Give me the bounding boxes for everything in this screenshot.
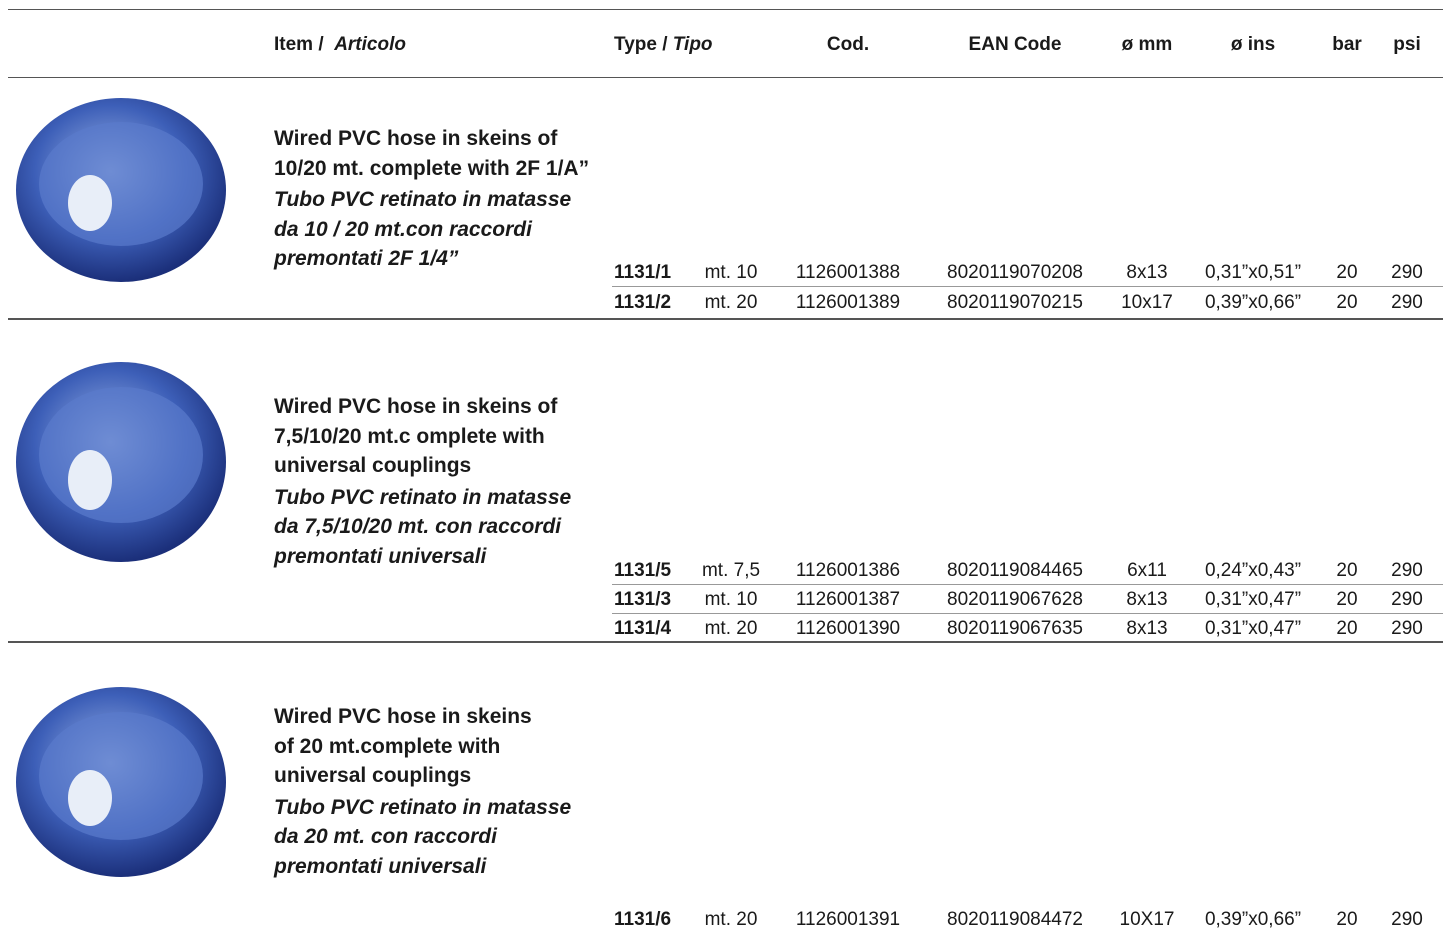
text: Type / — [614, 34, 668, 55]
table-cell: 20 — [1336, 262, 1358, 283]
description-en: of 20 mt.complete with — [274, 734, 501, 758]
table-cell: 290 — [1391, 262, 1423, 283]
description-it: da 20 mt. con raccordi — [274, 825, 497, 848]
description-it: premontati universali — [274, 854, 487, 878]
table-cell: 1126001386 — [795, 560, 901, 581]
table-cell: 1131/4 — [614, 618, 672, 639]
table-cell: mt. 20 — [704, 909, 758, 930]
table-cell: 20 — [1336, 292, 1358, 313]
description-en: 7,5/10/20 mt.c omplete with — [274, 424, 545, 448]
table-cell: 10X17 — [1119, 909, 1175, 930]
description-it: premontati 2F 1/4” — [274, 247, 459, 270]
description-en: universal couplings — [274, 764, 472, 787]
table-cell: mt. 10 — [704, 262, 758, 283]
header-bar: bar — [1332, 34, 1362, 55]
table-cell: 8020119084465 — [947, 560, 1083, 581]
rule — [612, 613, 1443, 614]
text: Item / — [274, 34, 324, 55]
table-cell: 0,31”x0,47” — [1204, 618, 1302, 639]
product-image — [16, 98, 226, 282]
description-en: 10/20 mt. complete with 2F 1/A” — [274, 156, 590, 180]
table-cell: 0,31”x0,51” — [1204, 262, 1302, 283]
rule — [612, 584, 1443, 585]
table-cell: 0,39”x0,66” — [1204, 292, 1302, 313]
description-it: Tubo PVC retinato in matasse — [274, 795, 572, 819]
description-en: Wired PVC hose in skeins of — [274, 395, 558, 418]
table-cell: 1131/5 — [614, 560, 672, 581]
table-cell: 1131/6 — [614, 909, 672, 930]
header-mm: ø mm — [1121, 34, 1173, 55]
table-cell: 10x17 — [1121, 292, 1173, 313]
table-cell: 8020119067635 — [947, 618, 1083, 639]
table-cell: 20 — [1336, 560, 1358, 581]
description-it: premontati universali — [274, 544, 487, 568]
table-cell: 0,39”x0,66” — [1204, 909, 1302, 930]
table-cell: 8020119070215 — [947, 292, 1083, 313]
description-it: Tubo PVC retinato in matasse — [274, 188, 572, 211]
table-cell: 8x13 — [1126, 618, 1168, 639]
table-cell: 1126001388 — [795, 262, 901, 283]
table-cell: 8020119070208 — [947, 262, 1083, 283]
description-it: da 7,5/10/20 mt. con raccordi — [274, 515, 562, 538]
table-cell: 0,24”x0,43” — [1204, 560, 1302, 581]
table-cell: 290 — [1391, 909, 1423, 930]
description-it: Tubo PVC retinato in matasse — [274, 485, 572, 509]
table-cell: mt. 7,5 — [701, 560, 761, 581]
table-cell: 1126001391 — [795, 909, 901, 930]
table-cell: 1126001387 — [795, 589, 901, 610]
header-ins: ø ins — [1230, 34, 1276, 55]
table-cell: mt. 10 — [704, 589, 758, 610]
table-cell: 290 — [1391, 560, 1423, 581]
table-cell: 8x13 — [1126, 589, 1168, 610]
table-cell: 0,31”x0,47” — [1204, 589, 1302, 610]
table-cell: 290 — [1391, 292, 1423, 313]
table-cell: 20 — [1336, 909, 1358, 930]
table-cell: 8x13 — [1126, 262, 1168, 283]
table-cell: 20 — [1336, 618, 1358, 639]
text: Articolo — [334, 34, 406, 55]
table-cell: 290 — [1391, 589, 1423, 610]
table-cell: 1126001389 — [795, 292, 901, 313]
rule — [612, 286, 1443, 287]
header-item: Item / Articolo — [274, 35, 406, 54]
table-cell: 1126001390 — [795, 618, 901, 639]
text: Tipo — [672, 34, 713, 55]
table-cell: mt. 20 — [704, 292, 758, 313]
table-cell: 8020119084472 — [947, 909, 1083, 930]
header-type: Type / Tipo — [614, 35, 713, 54]
header-cod: Cod. — [826, 34, 870, 55]
table-cell: 1131/1 — [614, 262, 672, 283]
table-cell: 290 — [1391, 618, 1423, 639]
table-cell: 8020119067628 — [947, 589, 1083, 610]
rule — [8, 77, 1443, 78]
table-cell: 20 — [1336, 589, 1358, 610]
product-image — [16, 362, 226, 562]
header-ean: EAN Code — [968, 34, 1062, 55]
rule — [8, 9, 1443, 10]
table-cell: 1131/3 — [614, 589, 672, 610]
description-en: Wired PVC hose in skeins — [274, 705, 532, 728]
table-cell: mt. 20 — [704, 618, 758, 639]
rule — [8, 641, 1443, 643]
product-image — [16, 687, 226, 877]
header-psi: psi — [1393, 34, 1421, 55]
description-en: Wired PVC hose in skeins of — [274, 127, 558, 150]
table-cell: 6x11 — [1127, 560, 1167, 581]
description-en: universal couplings — [274, 454, 472, 477]
rule — [8, 318, 1443, 320]
description-it: da 10 / 20 mt.con raccordi — [274, 217, 532, 241]
table-cell: 1131/2 — [614, 292, 672, 313]
